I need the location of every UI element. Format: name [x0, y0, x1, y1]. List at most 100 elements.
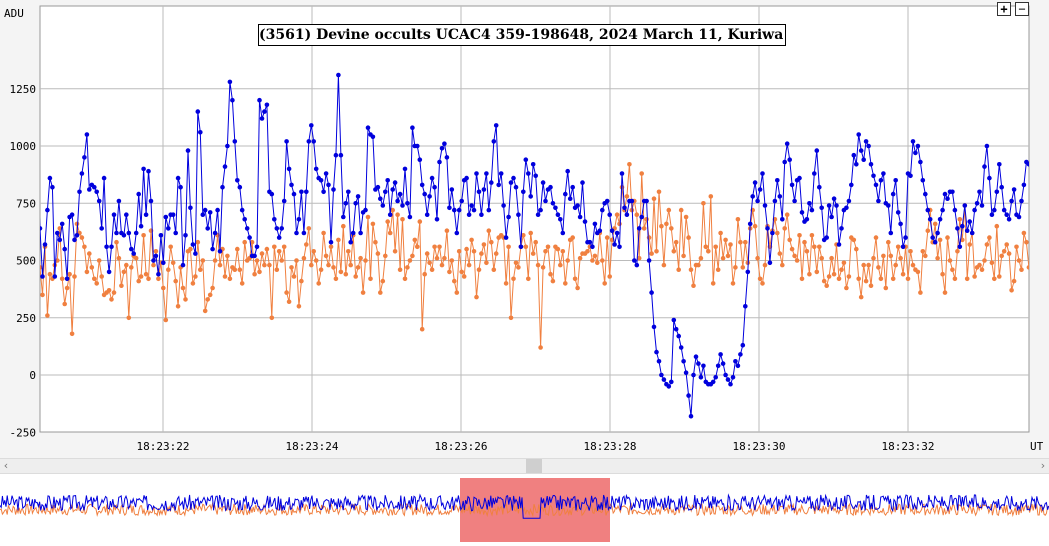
data-point — [77, 189, 82, 195]
data-point — [671, 249, 677, 254]
x-tick-label: 18:23:28 — [584, 440, 637, 453]
data-point — [400, 203, 405, 208]
data-point — [932, 239, 938, 245]
data-point — [385, 178, 391, 183]
data-point — [760, 281, 765, 286]
data-point — [136, 278, 141, 284]
data-point — [429, 175, 435, 181]
data-point — [353, 274, 359, 279]
plot-area[interactable]: 1250 1000 750 500 250 0 -250 18:23:22 18:23:24 18… — [0, 0, 1049, 460]
data-point — [119, 283, 124, 289]
data-point — [925, 228, 931, 233]
data-point — [1004, 212, 1009, 217]
data-point — [570, 235, 575, 240]
data-point — [1009, 288, 1014, 293]
data-point — [301, 255, 307, 261]
data-point — [683, 214, 689, 220]
data-point — [363, 207, 368, 213]
data-point — [992, 207, 997, 213]
horizontal-scrollbar[interactable]: ‹ › — [0, 458, 1049, 474]
data-point — [284, 139, 289, 144]
data-point — [762, 203, 768, 208]
data-point — [412, 237, 418, 243]
data-point — [723, 372, 728, 378]
data-point — [474, 294, 479, 300]
data-point — [244, 226, 250, 231]
data-point — [124, 212, 129, 217]
data-point — [72, 274, 77, 279]
data-point — [109, 297, 114, 302]
data-point — [511, 175, 516, 181]
data-point — [188, 205, 193, 211]
data-point — [456, 249, 462, 254]
scroll-left-arrow-icon[interactable]: ‹ — [3, 459, 9, 472]
data-point — [989, 212, 995, 217]
data-point — [291, 274, 297, 279]
data-point — [170, 260, 176, 266]
data-point — [893, 178, 898, 183]
data-point — [752, 223, 758, 229]
zoom-out-button[interactable]: − — [1015, 2, 1029, 16]
light-curve-chart[interactable]: 1250 1000 750 500 250 0 -250 18:23:22 18:23:24 18… — [0, 0, 1049, 460]
data-point — [254, 244, 260, 250]
data-point — [1019, 267, 1024, 273]
scroll-right-arrow-icon[interactable]: › — [1040, 459, 1046, 472]
data-point — [313, 166, 319, 172]
data-point — [942, 290, 948, 295]
data-point — [419, 182, 425, 188]
data-point — [348, 239, 354, 245]
series-line — [40, 74, 1029, 417]
data-point — [316, 281, 322, 286]
data-point — [747, 221, 753, 227]
data-point — [1026, 162, 1029, 167]
data-point — [392, 249, 398, 254]
data-point — [503, 281, 509, 286]
data-point — [400, 217, 405, 222]
zoom-in-button[interactable]: + — [997, 2, 1011, 16]
data-point — [585, 249, 590, 254]
data-point — [817, 244, 822, 250]
data-point — [893, 262, 898, 268]
data-point — [281, 244, 287, 250]
data-point — [427, 194, 432, 199]
data-point — [866, 143, 871, 149]
data-point — [523, 157, 529, 162]
data-point — [807, 201, 812, 206]
data-point — [235, 178, 240, 183]
data-point — [84, 132, 90, 137]
data-point — [890, 191, 896, 197]
scrollbar-thumb[interactable] — [526, 459, 542, 473]
data-point — [735, 363, 741, 369]
data-point — [979, 203, 985, 208]
data-point — [841, 260, 847, 266]
data-point — [390, 187, 396, 192]
data-point — [666, 207, 672, 213]
data-point — [360, 290, 366, 295]
data-point — [175, 175, 181, 181]
data-point — [225, 143, 230, 149]
overview-navigator[interactable] — [0, 474, 1049, 546]
data-point — [824, 283, 829, 289]
data-point — [87, 187, 92, 192]
data-point — [641, 226, 647, 231]
data-point — [133, 255, 139, 261]
data-point — [612, 242, 617, 247]
data-point — [987, 175, 992, 181]
data-point — [380, 203, 386, 208]
data-point — [526, 171, 531, 176]
data-point — [1011, 278, 1017, 284]
data-point — [715, 363, 721, 369]
y-tick-label: 250 — [16, 312, 36, 325]
data-point — [286, 299, 292, 305]
data-point — [129, 265, 134, 270]
data-point — [422, 191, 428, 197]
data-point — [304, 189, 309, 195]
y-tick-label: -250 — [10, 426, 37, 439]
data-point — [851, 237, 857, 243]
data-point — [1001, 207, 1007, 213]
overview-chart[interactable] — [0, 474, 1049, 546]
data-point — [198, 267, 203, 273]
data-point — [432, 244, 437, 250]
data-point — [173, 278, 178, 284]
data-point — [521, 233, 526, 238]
